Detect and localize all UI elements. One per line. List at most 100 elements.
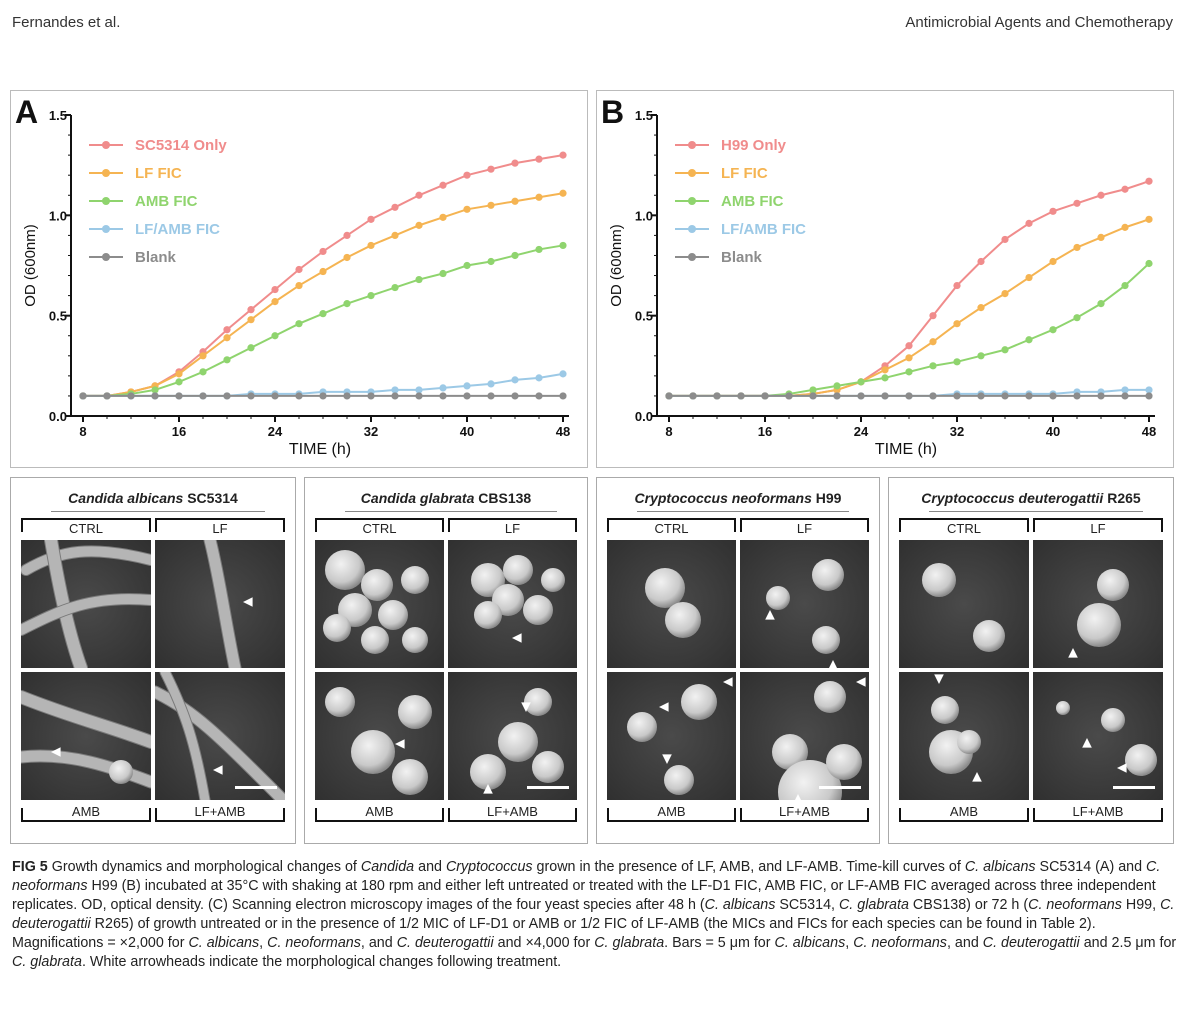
sem-image-lf-amb — [448, 672, 577, 800]
cell — [532, 751, 564, 783]
arrowhead — [765, 610, 775, 620]
data-point — [559, 392, 567, 400]
sem-micrograph — [315, 672, 444, 800]
sem-image-amb — [899, 672, 1029, 800]
y-tick-label: 0.5 — [49, 309, 67, 324]
arrowhead — [829, 660, 837, 668]
data-point — [79, 392, 87, 400]
sem-micrograph — [607, 540, 736, 668]
cell — [378, 600, 408, 630]
data-point — [247, 306, 255, 314]
sem-image-amb — [607, 672, 736, 800]
data-point — [175, 370, 183, 378]
data-point — [487, 380, 495, 388]
series-line-0 — [83, 154, 564, 397]
data-point — [535, 374, 543, 382]
sem-image-ctrl — [315, 540, 444, 668]
y-tick-label: 0.0 — [49, 409, 67, 424]
data-point — [953, 320, 961, 328]
bracket-bottom — [607, 808, 736, 822]
x-tick-label: 16 — [172, 424, 186, 439]
data-point — [857, 392, 865, 400]
data-point — [1001, 235, 1009, 244]
legend-swatch-marker — [102, 197, 110, 205]
data-point — [1049, 207, 1057, 215]
data-point — [833, 382, 841, 390]
data-point — [1145, 386, 1153, 394]
data-point — [271, 285, 279, 294]
sem-panel-1: Candida albicans SC5314 CTRL LF AMB LF+AMB — [10, 477, 296, 844]
data-point — [905, 354, 913, 362]
sem-micrograph — [1033, 672, 1163, 800]
bracket-top — [448, 518, 577, 532]
cell — [1101, 708, 1125, 732]
data-point — [809, 386, 817, 394]
condition-label-ctrl: CTRL — [362, 521, 397, 536]
arrowhead — [662, 754, 672, 764]
data-point — [1121, 386, 1129, 394]
arrowhead — [934, 674, 944, 684]
y-tick-label: 0.5 — [635, 309, 653, 324]
hypha — [204, 540, 241, 668]
cell — [778, 760, 842, 800]
arrowhead — [723, 677, 733, 687]
species-name: Candida glabrata — [360, 490, 475, 506]
legend-label: H99 Only — [721, 137, 787, 154]
data-point — [463, 392, 471, 400]
data-point — [487, 165, 495, 173]
data-point — [1049, 257, 1057, 266]
arrowhead — [521, 702, 531, 712]
x-tick-label: 40 — [1046, 424, 1060, 439]
data-point — [953, 281, 961, 290]
strain-name: R265 — [1103, 490, 1141, 506]
y-tick-label: 0.0 — [635, 409, 653, 424]
data-point — [439, 269, 447, 278]
arrowhead — [1068, 648, 1078, 658]
y-axis-label: OD (600nm) — [608, 224, 625, 307]
data-point — [367, 392, 375, 400]
sem-image-amb — [21, 672, 151, 800]
hypha — [21, 546, 151, 575]
data-point — [929, 312, 937, 320]
data-point — [415, 191, 423, 199]
cell — [323, 614, 351, 642]
data-point — [271, 298, 279, 306]
cell — [470, 754, 506, 790]
legend-swatch-marker — [102, 225, 110, 233]
condition-label-lf: LF — [212, 521, 228, 536]
sem-image-lf — [740, 540, 869, 668]
bracket-top — [155, 518, 285, 532]
cell — [109, 760, 133, 784]
hypha — [155, 686, 285, 800]
sem-micrograph — [155, 672, 285, 800]
data-point — [175, 392, 183, 400]
condition-label-ctrl: CTRL — [654, 521, 689, 536]
cell — [325, 550, 365, 590]
data-point — [463, 382, 471, 390]
sem-panel-2: Candida glabrata CBS138 CTRL LF AMB LF+AMB — [304, 477, 588, 844]
data-point — [1097, 191, 1105, 199]
data-point — [977, 257, 985, 266]
y-tick-label: 1.5 — [49, 108, 67, 123]
data-point — [295, 281, 303, 290]
data-point — [391, 231, 399, 239]
bracket-top — [740, 518, 869, 532]
sem-micrograph — [155, 540, 285, 668]
data-point — [319, 247, 327, 256]
data-point — [1121, 185, 1129, 193]
scale-bar — [235, 786, 277, 789]
data-point — [1001, 346, 1009, 354]
cell — [1077, 603, 1121, 647]
data-point — [223, 334, 231, 342]
data-point — [127, 392, 135, 400]
data-point — [761, 392, 769, 400]
data-point — [881, 366, 889, 374]
data-point — [977, 304, 985, 312]
data-point — [247, 392, 255, 400]
data-point — [151, 386, 159, 394]
data-point — [247, 344, 255, 352]
data-point — [713, 392, 721, 400]
legend-swatch-marker — [688, 225, 696, 233]
bracket-bottom — [155, 808, 285, 822]
data-point — [535, 193, 543, 201]
